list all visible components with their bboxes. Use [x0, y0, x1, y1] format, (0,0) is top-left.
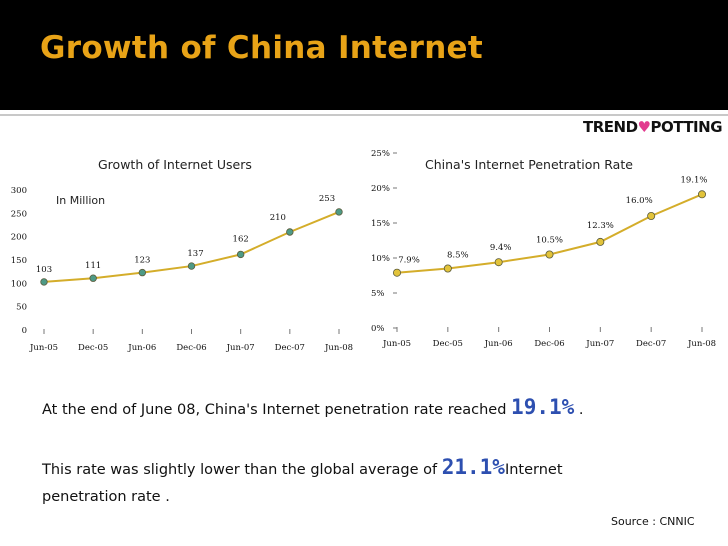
- penetration-data-label: 8.5%: [447, 251, 469, 261]
- statement-line-2: This rate was slightly lower than the gl…: [42, 455, 563, 479]
- penetration-x-tick-label: Dec-05: [433, 339, 463, 349]
- penetration-data-label: 16.0%: [626, 196, 653, 206]
- users-data-label: 111: [85, 261, 101, 271]
- penetration-data-label: 9.4%: [490, 243, 512, 253]
- users-data-point: [89, 274, 97, 282]
- users-y-tick-label: 100: [11, 279, 27, 289]
- users-y-tick-label: 200: [11, 233, 27, 243]
- users-x-tick-label: Dec-06: [176, 343, 206, 353]
- users-chart-title: Growth of Internet Users: [98, 157, 252, 172]
- users-data-point: [138, 268, 147, 277]
- penetration-x-tick-label: Jun-07: [585, 339, 614, 349]
- logo-text-part1: TREND: [583, 118, 638, 136]
- users-x-tick-label: Jun-05: [29, 343, 58, 353]
- penetration-x-tick-label: Jun-08: [687, 339, 716, 349]
- users-y-tick-label: 0: [22, 326, 27, 336]
- users-data-point: [335, 208, 343, 216]
- users-x-tick-label: Dec-05: [78, 343, 108, 353]
- penetration-data-point: [647, 211, 656, 220]
- trendspotting-logo: TREND♥POTTING: [583, 118, 722, 136]
- slide-title: Growth of China Internet: [40, 30, 484, 66]
- title-bar: Growth of China Internet: [0, 0, 728, 110]
- penetration-data-label: 7.9%: [398, 256, 420, 266]
- users-y-tick-label: 150: [11, 256, 27, 266]
- logo-heart-icon: ♥: [637, 118, 651, 136]
- penetration-chart-title: China's Internet Penetration Rate: [425, 157, 633, 172]
- statement-2-text: This rate was slightly lower than the gl…: [42, 462, 442, 478]
- users-data-label: 210: [270, 213, 286, 223]
- source-note: Source : CNNIC: [611, 515, 695, 528]
- users-x-tick-label: Jun-08: [324, 343, 353, 353]
- penetration-data-point: [443, 264, 452, 273]
- users-y-tick-label: 50: [16, 303, 27, 313]
- users-data-label: 253: [319, 194, 335, 204]
- penetration-data-label: 10.5%: [536, 236, 563, 246]
- users-data-label: 162: [233, 234, 249, 244]
- penetration-y-tick-label: 20%: [371, 184, 390, 194]
- penetration-data-point: [494, 258, 503, 267]
- users-data-label: 123: [134, 256, 150, 266]
- penetration-y-tick-label: 0%: [371, 324, 385, 334]
- statement-line-1: At the end of June 08, China's Internet …: [42, 395, 583, 419]
- penetration-y-tick-label: 15%: [371, 219, 390, 229]
- users-x-tick-label: Jun-06: [127, 343, 156, 353]
- penetration-data-label: 19.1%: [680, 175, 707, 185]
- users-x-tick-label: Dec-07: [275, 343, 305, 353]
- users-data-label: 137: [187, 249, 203, 259]
- penetration-y-tick-label: 25%: [371, 149, 390, 159]
- penetration-data-point: [392, 268, 401, 277]
- users-y-tick-label: 250: [11, 209, 27, 219]
- penetration-data-point: [545, 250, 554, 259]
- users-data-label: 103: [36, 265, 52, 275]
- penetration-y-tick-label: 10%: [371, 254, 390, 264]
- statement-2-end: Internet: [504, 462, 563, 478]
- statement-1-end: .: [574, 402, 584, 418]
- penetration-series-line: [396, 193, 703, 274]
- penetration-data-label: 12.3%: [587, 221, 614, 231]
- penetration-highlight: 19.1%: [511, 395, 575, 419]
- users-data-point: [40, 278, 48, 286]
- users-x-tick-label: Jun-07: [226, 343, 255, 353]
- users-data-point: [236, 250, 245, 259]
- penetration-x-tick-label: Dec-07: [636, 339, 666, 349]
- penetration-x-tick-label: Jun-05: [382, 339, 411, 349]
- global-average-highlight: 21.1%: [441, 455, 505, 479]
- users-data-point: [286, 228, 294, 236]
- users-y-tick-label: 300: [11, 186, 27, 196]
- penetration-x-tick-label: Jun-06: [484, 339, 513, 349]
- penetration-data-point: [698, 190, 707, 199]
- users-data-point: [187, 262, 196, 270]
- penetration-y-tick-label: 5%: [371, 289, 385, 299]
- header-divider: [0, 114, 728, 116]
- statement-1-text: At the end of June 08, China's Internet …: [42, 402, 512, 418]
- penetration-data-point: [596, 237, 605, 246]
- statement-line-3: penetration rate .: [42, 489, 170, 505]
- users-series-line: [43, 211, 340, 283]
- logo-text-part2: POTTING: [650, 118, 723, 136]
- penetration-x-tick-label: Dec-06: [534, 339, 564, 349]
- users-unit-label: In Million: [56, 194, 106, 207]
